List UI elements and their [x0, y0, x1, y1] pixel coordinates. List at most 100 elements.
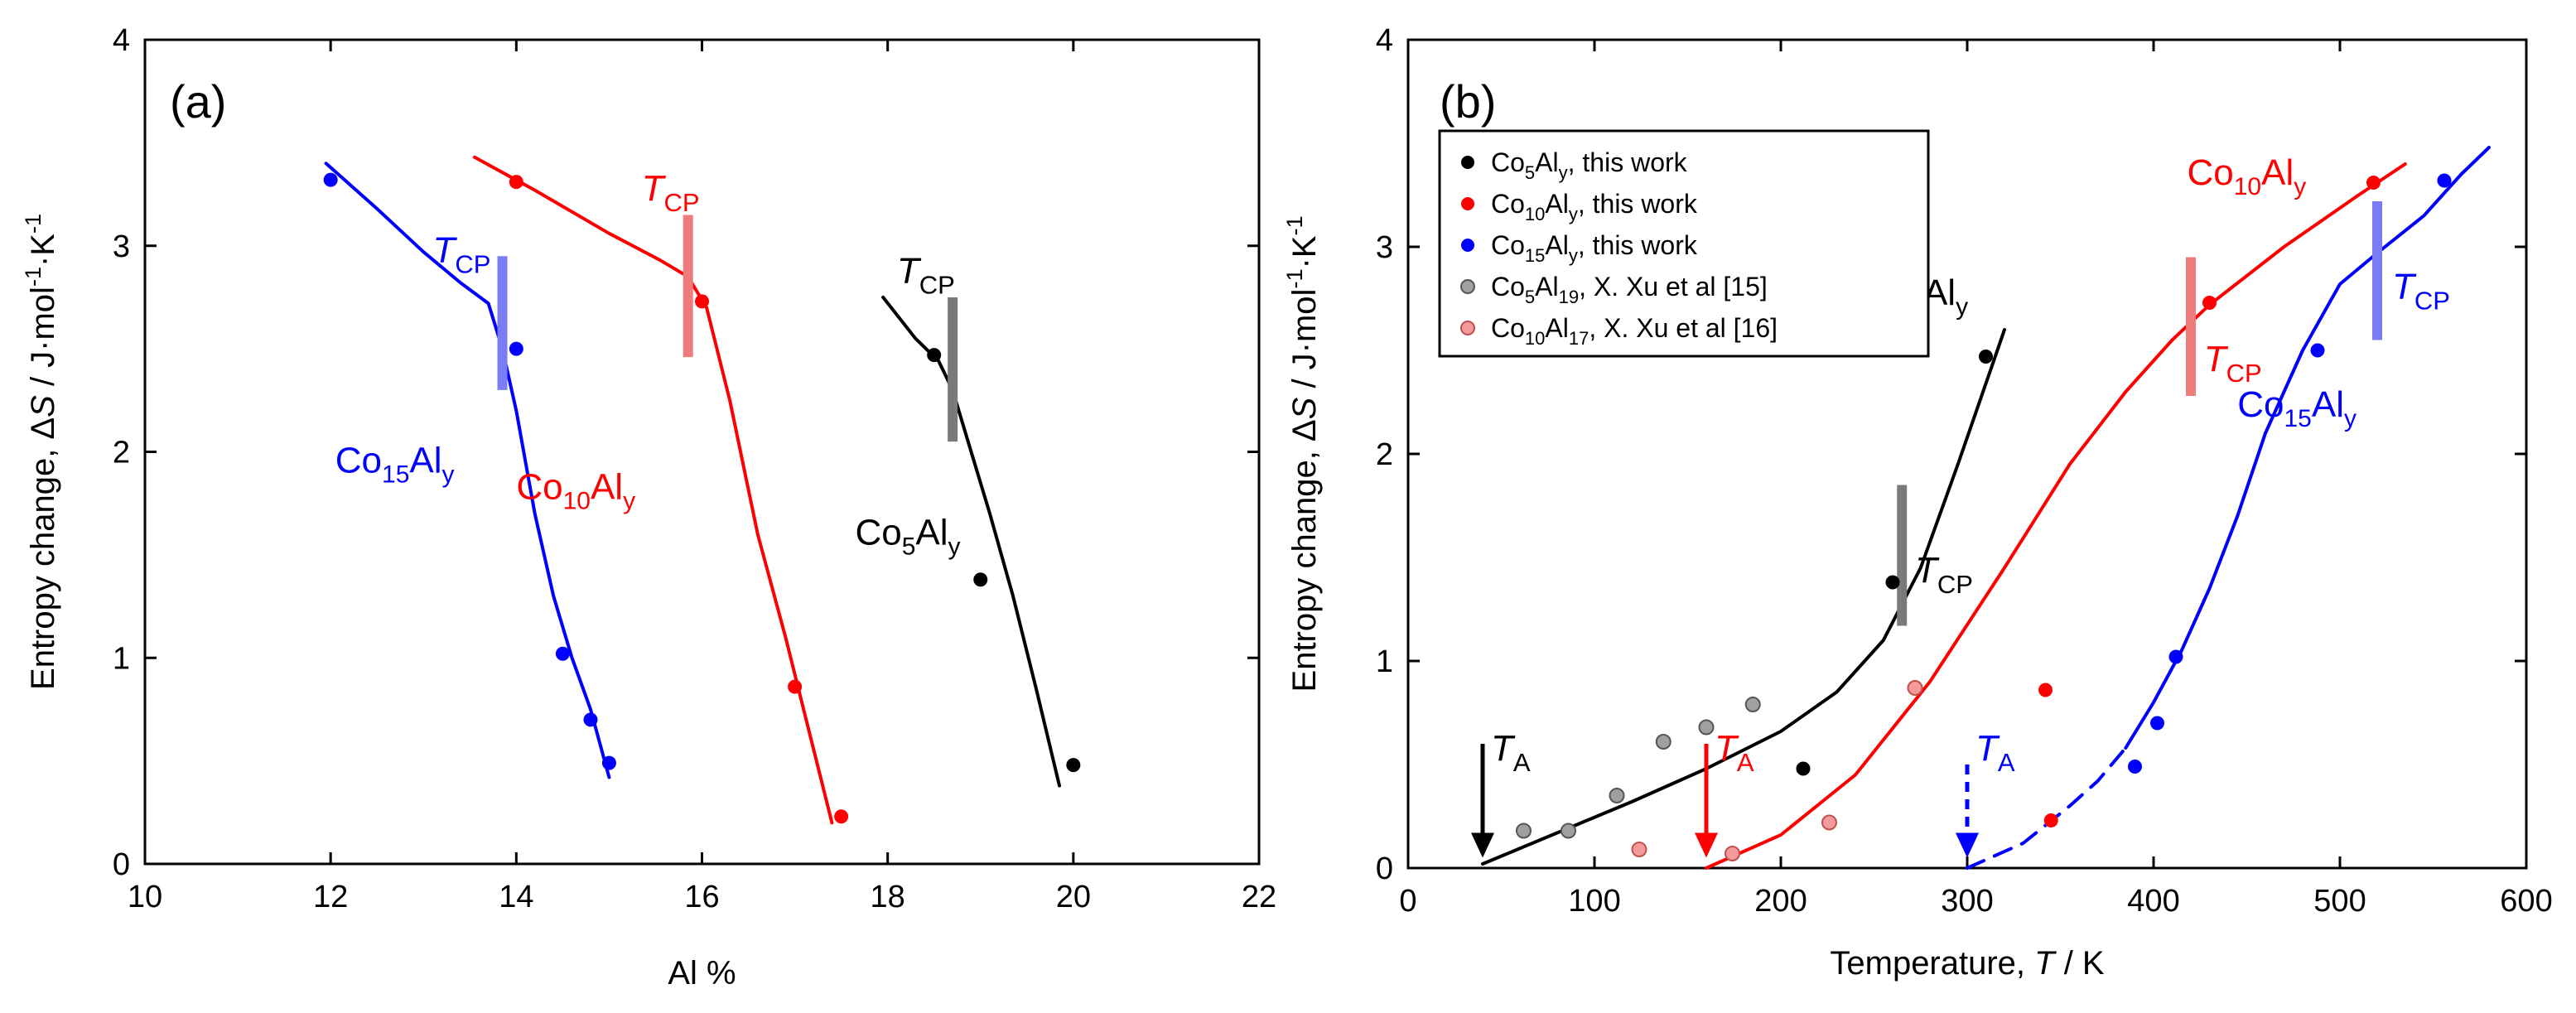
symbol-t: T [432, 230, 457, 271]
co15-aly-data-point [323, 172, 338, 187]
co10-series-label: Co10Aly [2188, 152, 2307, 200]
co5-aly-data-point [1796, 761, 1811, 776]
co10-aly-data-point [695, 294, 709, 309]
y-tick-label: 4 [113, 23, 130, 58]
formula-subscript: 10 [1525, 328, 1545, 349]
formula-element: Al [591, 467, 623, 508]
symbol-subscript: CP [2226, 359, 2262, 388]
co10-aly-fit-line [472, 155, 834, 825]
co5-al19-xu-data-point [1561, 822, 1576, 839]
co5-tcp-label: TCP [897, 251, 955, 300]
ylabel-part: ·K [25, 234, 61, 267]
y-tick-label: 3 [1376, 230, 1393, 265]
formula-subscript: y [2294, 173, 2306, 200]
x-tick-label: 600 [2500, 884, 2552, 919]
formula-element: Al [409, 440, 441, 480]
co15-tcp-label: TCP [432, 230, 490, 279]
legend-marker [1460, 321, 1475, 335]
ylabel-part: Entropy change, Δ [25, 417, 61, 690]
legend-entry-label: Co5Al19, X. Xu et al [15] [1491, 272, 1768, 307]
formula-rest: , X. Xu et al [15] [1579, 272, 1768, 301]
co15-ta-label: TA [1975, 728, 2015, 777]
co5-tcp-label: TCP [1915, 550, 1973, 599]
formula-rest: , this work [1578, 189, 1698, 219]
co15-tcp-label: TCP [2392, 267, 2450, 316]
formula-element: Al [1535, 147, 1558, 177]
co5-aly-data-point [973, 572, 988, 587]
x-tick-label: 300 [1941, 884, 1993, 919]
ylabel-part: ·K [1286, 235, 1323, 268]
formula-element: Al [1545, 189, 1568, 219]
x-tick-label: 500 [2313, 884, 2366, 919]
y-axis-label: Entropy change, ΔS / J·mol-1·K-1 [1282, 216, 1323, 692]
co10-aly-data-point [834, 809, 849, 824]
symbol-t: T [897, 251, 922, 292]
symbol-subscript: CP [2414, 287, 2450, 316]
x-axis-label: Al % [668, 955, 736, 991]
co10-al17-xu-data-point [1821, 814, 1837, 831]
co5-al19-xu-data-point [1609, 788, 1625, 803]
legend-marker [1461, 239, 1474, 252]
symbol-t: T [642, 168, 667, 209]
x-tick-label: 22 [1242, 880, 1276, 914]
ylabel-superscript: -1 [1282, 216, 1307, 236]
co10-aly-data-point [788, 679, 803, 694]
co10-aly-fit-line [1705, 162, 2407, 870]
co10-aly-data-point [2038, 683, 2053, 697]
x-tick-label: 400 [2127, 884, 2179, 919]
co15-aly-data-point [583, 712, 598, 727]
co5-series-label: Co5Aly [855, 512, 960, 560]
formula-subscript: 15 [382, 461, 409, 488]
formula-subscript: y [2344, 405, 2357, 432]
y-tick-label: 4 [1376, 23, 1393, 58]
xlabel-part: / K [2055, 945, 2105, 982]
co10-al17-xu-data-point [1631, 842, 1647, 857]
legend-entry-label: Co15Aly, this work [1491, 230, 1698, 266]
formula-subscript: y [948, 533, 961, 560]
legend-entry-label: Co10Aly, this work [1491, 189, 1698, 224]
co15-aly-data-point [2310, 343, 2325, 358]
symbol-subscript: A [1998, 748, 2015, 777]
co15-aly-data-point [509, 341, 523, 356]
x-tick-label: 16 [684, 880, 719, 914]
formula-rest: , this work [1568, 147, 1688, 177]
formula-subscript: 10 [563, 488, 591, 515]
co15-aly-data-point [601, 755, 616, 770]
ylabel-italic: S [1286, 397, 1323, 419]
formula-subscript: 17 [1569, 328, 1589, 349]
formula-element: Al [1535, 272, 1558, 301]
co10-al17-xu-data-point [1907, 680, 1923, 696]
xlabel-part: Temperature, [1830, 945, 2034, 982]
co10-ta-label: TA [1715, 728, 1754, 777]
co5-ta-label: TA [1491, 728, 1531, 777]
co15-aly-ta-arrow-head [1956, 832, 1979, 858]
formula-rest: , this work [1578, 230, 1698, 260]
symbol-subscript: CP [664, 188, 700, 217]
ylabel-part: Entropy change, Δ [1286, 419, 1323, 692]
co5-aly-ta-arrow-head [1471, 832, 1494, 858]
co15-aly-data-point [2128, 760, 2142, 774]
formula-subscript: y [1569, 204, 1578, 224]
co10-aly-data-point [509, 175, 523, 190]
co5-al19-xu-data-point [1698, 719, 1715, 736]
symbol-subscript: CP [1937, 570, 1973, 599]
x-tick-label: 12 [313, 880, 348, 914]
co5-al19-xu-data-point [1516, 822, 1532, 839]
x-axis-label: Temperature, T / K [1830, 945, 2105, 982]
formula-element: Co [1491, 230, 1525, 260]
ylabel-part: / J·mol [25, 287, 61, 395]
plot-frame [143, 38, 1261, 866]
formula-subscript: 15 [2284, 405, 2312, 432]
co10-aly-ta-arrow-head [1695, 832, 1718, 858]
formula-element: Al [2261, 152, 2294, 193]
formula-element: Al [2312, 384, 2344, 425]
legend-marker [1461, 197, 1474, 210]
formula-element: Co [1491, 313, 1525, 343]
formula-subscript: y [1569, 245, 1578, 266]
formula-rest: , X. Xu et al [16] [1589, 313, 1778, 343]
formula-element: Co [2237, 384, 2284, 425]
legend-box [1438, 129, 1930, 358]
co5-aly-data-point [1885, 575, 1900, 590]
